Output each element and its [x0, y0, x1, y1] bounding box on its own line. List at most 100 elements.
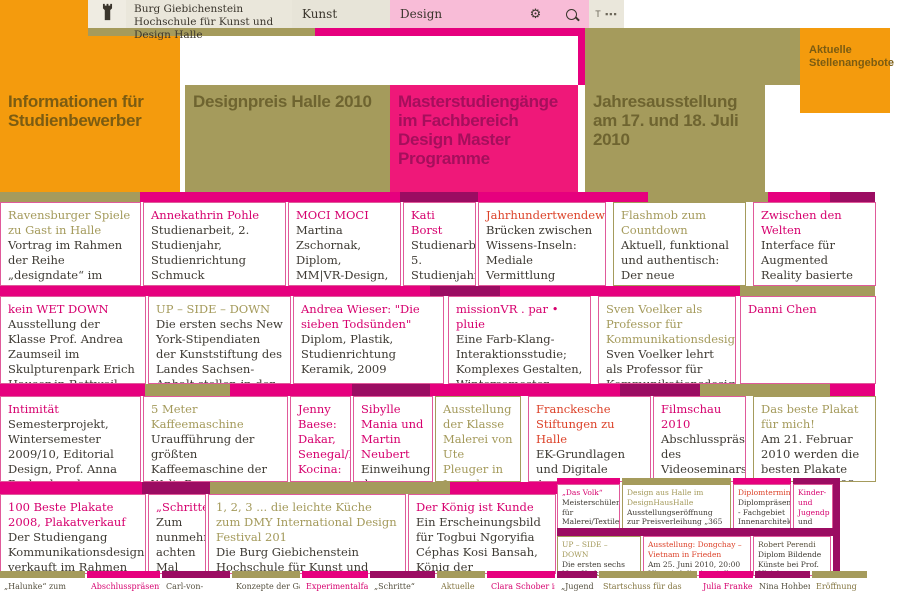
divider-segment [430, 286, 500, 296]
divider-segment [450, 482, 557, 494]
divider-segment [830, 192, 875, 202]
site-title-line2: Hochschule für Kunst und Design Halle [134, 16, 274, 42]
divider-segment [142, 482, 210, 494]
divider-segment [648, 192, 768, 202]
site-title[interactable]: Burg Giebichenstein Hochschule für Kunst… [126, 0, 292, 41]
news-card-plakat[interactable]: Das beste Plakat für mich! Am 21. Februar… [753, 396, 876, 482]
divider-segment [478, 192, 648, 202]
tile-olive-feature [585, 28, 765, 192]
divider-segment [232, 571, 300, 578]
divider-segment [145, 384, 230, 396]
footer-item-startschuss[interactable]: Startschuss für das [599, 578, 697, 595]
news-card-intimitaet[interactable]: Intimität Semesterprojekt, Wintersemester… [0, 396, 141, 482]
divider-segment [699, 571, 753, 578]
footer-item-konzepte[interactable]: Konzepte der Gabe [232, 578, 300, 595]
news-card-jahrhundert[interactable]: JahrhundertwendewerkstattBrücken zwische… [478, 202, 606, 286]
news-card-borst[interactable]: Kati BorstStudienarbeit, 5. Studienjahr,… [403, 202, 476, 286]
news-card-plakatverkauf[interactable]: 100 Beste Plakate 2008, Plakatverkauf Der… [0, 494, 146, 574]
divider-segment [140, 192, 400, 202]
tile-orange-feature [0, 28, 180, 192]
news-card-franckesche[interactable]: Franckesche Stiftungen zu Halle EK-Grundl… [528, 396, 651, 482]
news-card-moci[interactable]: MOCI MOCI Martina Zschornak, Diplom, MM|V… [288, 202, 401, 286]
settings-button[interactable]: ⚙ [518, 0, 553, 28]
divider-segment [755, 571, 810, 578]
jobs-promo[interactable]: Aktuelle Stellenangebote [800, 28, 894, 113]
news-card-schritte[interactable]: „Schritte“Zum nunmehr achten Mal präsent… [148, 494, 206, 574]
news-card-dasvolk[interactable]: „Das Volk“ Meisterschüler für Malerei/Tex… [557, 484, 620, 530]
search-button[interactable] [553, 0, 589, 28]
divider-segment [87, 571, 160, 578]
site-title-line1: Burg Giebichenstein [134, 3, 244, 15]
gear-icon: ⚙ [529, 6, 542, 22]
divider-segment [487, 571, 555, 578]
t-logo: T ▪▪▪ [595, 9, 618, 19]
news-card-chen[interactable]: Danni Chen [740, 296, 876, 384]
footer-item-halunke[interactable]: „Halunke“ zum [0, 578, 85, 595]
news-card-wetdown[interactable]: kein WET DOWN Ausstellung der Klasse Prof… [0, 296, 146, 384]
divider-segment [0, 286, 430, 296]
divider-segment [740, 286, 875, 296]
footer-item-aktuelle[interactable]: Aktuelle [437, 578, 485, 595]
news-card-designaushalle[interactable]: Design aus Halle im DesignHausHalle Ausst… [622, 484, 731, 530]
divider-segment [500, 286, 740, 296]
news-card-baese[interactable]: Jenny Baese: Dakar, Senegal/Henry Kocina… [290, 396, 351, 482]
tab-kunst[interactable]: Kunst [292, 0, 390, 28]
divider-segment [557, 571, 597, 578]
divider-segment [557, 528, 835, 536]
news-card-flashmob[interactable]: Flashmob zum Countdown Aktuell, funktiona… [613, 202, 746, 286]
tab-design[interactable]: Design [390, 0, 518, 28]
news-card-upsidedown[interactable]: UP – SIDE – DOWN Die ersten sechs New Yor… [148, 296, 291, 384]
divider-segment [0, 571, 85, 578]
divider-segment [733, 478, 791, 484]
feature-designpreis[interactable]: Designpreis Halle 2010 [193, 92, 372, 111]
news-card-kinder[interactable]: Kinder- und Jugendp und [793, 484, 833, 530]
divider-segment [400, 192, 478, 202]
feature-studienbewerber[interactable]: Informationen für Studienbewerber [8, 92, 144, 131]
footer-item-eroeffnung[interactable]: Eröffnung [812, 578, 867, 595]
news-card-perendi[interactable]: Robert Perendi Diplom Bildende Künste bei… [753, 536, 831, 576]
tile-olive-corner [765, 28, 800, 85]
castle-icon [100, 2, 115, 26]
news-card-diplomtermine[interactable]: DiplomtermineDiplompräsentation - Fachge… [733, 484, 791, 530]
news-card-dmy[interactable]: 1, 2, 3 ... die leichte Küche zum DMY In… [208, 494, 406, 574]
news-card-welten[interactable]: Zwischen den Welten Interface für Augment… [753, 202, 876, 286]
news-card-ravensburger[interactable]: Ravensburger Spiele zu Gast in Halle Vort… [0, 202, 141, 286]
footer-item-carlvon[interactable]: Carl-von- [162, 578, 230, 595]
news-card-pleuger[interactable]: Ausstellung der Klasse Malerei von Ute P… [435, 396, 521, 482]
footer-item-experimental[interactable]: Experimentalfahrze [302, 578, 368, 595]
footer-item-hohberger[interactable]: Nina Hohberger [755, 578, 810, 595]
footer-item-abschluss[interactable]: Abschlusspräsentation [87, 578, 160, 595]
news-card-kaffeemaschine[interactable]: 5 Meter Kaffeemaschine Uraufführung der g… [143, 396, 288, 482]
news-card-voelker[interactable]: Sven Voelker als Professor für Kommunika… [598, 296, 736, 384]
news-card-wieser[interactable]: Andrea Wieser: "Die sieben Todsünden" Dip… [293, 296, 444, 384]
footer-item-jugend[interactable]: „Jugend [557, 578, 597, 595]
divider-segment [768, 192, 830, 202]
news-card-filmschau[interactable]: Filmschau 2010Abschlusspräsentation des … [653, 396, 746, 482]
search-icon [565, 8, 577, 20]
divider-segment [315, 28, 578, 36]
partner-logo-button[interactable]: T ▪▪▪ [589, 0, 624, 28]
feature-jahresausstellung[interactable]: Jahresausstellung am 17. und 18. Juli 20… [593, 92, 739, 150]
news-card-pohle[interactable]: Annekathrin Pohle Studienarbeit, 2. Studi… [143, 202, 286, 286]
divider-segment [833, 478, 840, 578]
footer-item-franke[interactable]: Julia Franke [699, 578, 753, 595]
news-card-missionvr[interactable]: missionVR . par • pluie Eine Farb-Klang-I… [448, 296, 591, 384]
footer-item-schritte[interactable]: „Schritte“ [370, 578, 435, 595]
tile-olive-designpreis [185, 85, 390, 192]
divider-segment [812, 571, 867, 578]
logo-box[interactable] [88, 0, 126, 28]
news-card-dongchay[interactable]: Ausstellung: Dongchay – Vietnam in Fried… [643, 536, 751, 576]
news-card-mania-neubert[interactable]: Sibylle Mania und Martin Neubert Einweihu… [353, 396, 433, 482]
divider-segment [0, 384, 145, 396]
divider-segment [88, 28, 315, 36]
divider-segment [557, 478, 620, 484]
divider-segment [700, 384, 830, 396]
divider-segment [620, 384, 700, 396]
news-card-koenig[interactable]: Der König ist Kunde Ein Erscheinungsbild … [408, 494, 556, 574]
feature-master[interactable]: Masterstudiengänge im Fachbereich Design… [398, 92, 558, 169]
divider-segment [302, 571, 368, 578]
divider-segment [352, 384, 430, 396]
footer-item-schober[interactable]: Clara Schober ist [487, 578, 555, 595]
divider-segment [430, 384, 620, 396]
